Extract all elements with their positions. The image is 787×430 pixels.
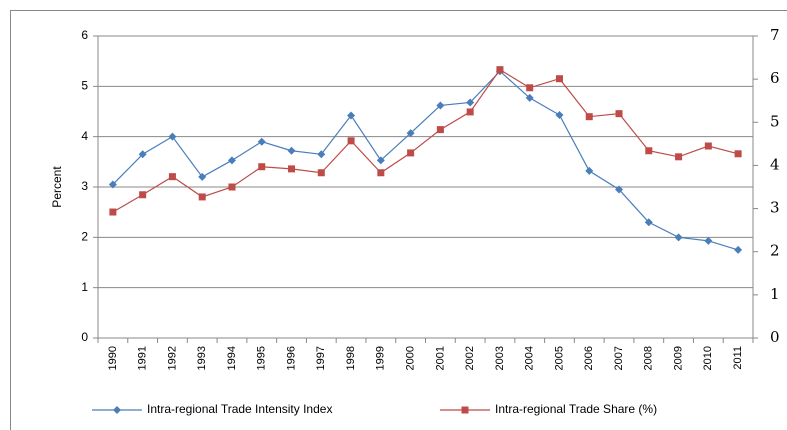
y2-tick-label: 5 <box>770 112 780 130</box>
marker <box>615 110 623 118</box>
y-tick-label: 1 <box>81 280 88 294</box>
y2-tick-label: 3 <box>770 199 780 217</box>
legend-marker <box>461 406 469 414</box>
marker <box>466 98 475 107</box>
marker <box>734 150 742 158</box>
x-tick-label: 2000 <box>405 346 417 370</box>
marker <box>436 101 445 110</box>
series-line <box>112 70 739 251</box>
x-tick-label: 2002 <box>464 346 476 370</box>
marker <box>406 129 415 138</box>
marker <box>674 233 683 242</box>
marker <box>108 180 117 189</box>
marker <box>436 126 444 134</box>
marker <box>734 245 743 254</box>
y-tick-label: 3 <box>81 179 88 193</box>
marker <box>287 146 296 155</box>
marker <box>407 149 415 157</box>
marker <box>644 218 653 227</box>
series-line <box>112 68 739 213</box>
marker <box>227 156 236 165</box>
x-tick-label: 2005 <box>553 346 565 370</box>
x-tick-label: 1995 <box>256 346 268 370</box>
y-tick-label: 0 <box>81 330 88 344</box>
marker <box>168 173 176 181</box>
chart-frame <box>10 10 787 430</box>
marker <box>168 132 177 141</box>
marker <box>198 172 207 181</box>
marker <box>645 147 653 155</box>
marker <box>198 193 206 201</box>
marker <box>675 153 683 161</box>
marker <box>138 150 147 159</box>
y2-tick-label: 6 <box>770 69 780 87</box>
x-tick-label: 2010 <box>702 346 714 370</box>
x-tick-label: 1992 <box>166 346 178 370</box>
marker <box>377 169 385 177</box>
x-tick-label: 2001 <box>434 346 446 370</box>
x-tick-label: 2007 <box>613 346 625 370</box>
y-axis-label: Percent <box>50 166 64 208</box>
marker <box>555 75 563 83</box>
y-tick-label: 6 <box>81 28 88 42</box>
marker <box>347 111 356 120</box>
legend-marker <box>113 406 121 414</box>
x-tick-label: 2006 <box>583 346 595 370</box>
x-tick-label: 1994 <box>226 346 238 370</box>
marker <box>288 165 296 173</box>
y-tick-label: 5 <box>81 79 88 93</box>
marker <box>317 150 326 159</box>
marker <box>257 137 266 146</box>
marker <box>525 93 534 102</box>
y2-tick-label: 1 <box>770 285 780 303</box>
x-tick-label: 2008 <box>643 346 655 370</box>
marker <box>258 163 266 171</box>
marker <box>585 113 593 121</box>
x-tick-label: 1990 <box>107 346 119 370</box>
x-tick-label: 1993 <box>196 346 208 370</box>
x-tick-label: 1996 <box>285 346 297 370</box>
marker <box>615 185 624 194</box>
y2-tick-label: 0 <box>770 328 780 346</box>
legend-label: Intra-regional Trade Intensity Index <box>147 402 332 416</box>
x-tick-label: 2011 <box>732 346 744 370</box>
marker <box>704 236 713 245</box>
marker <box>466 108 474 116</box>
marker <box>526 84 534 92</box>
x-tick-label: 2009 <box>672 346 684 370</box>
marker <box>228 183 236 191</box>
y-tick-label: 2 <box>81 230 88 244</box>
y2-tick-label: 4 <box>770 155 780 173</box>
x-tick-label: 1991 <box>137 346 149 370</box>
x-tick-label: 1999 <box>375 346 387 370</box>
marker <box>317 169 325 177</box>
legend-label: Intra-regional Trade Share (%) <box>495 402 657 416</box>
marker <box>585 166 594 175</box>
marker <box>347 137 355 145</box>
marker <box>139 191 147 199</box>
y-tick-label: 4 <box>81 129 88 143</box>
marker <box>555 111 564 120</box>
x-tick-label: 2003 <box>494 346 506 370</box>
y2-tick-label: 7 <box>770 26 780 44</box>
x-tick-label: 1997 <box>315 346 327 370</box>
marker <box>704 142 712 150</box>
marker <box>376 156 385 165</box>
marker <box>496 66 504 74</box>
x-tick-label: 2004 <box>524 346 536 370</box>
marker <box>109 208 117 216</box>
x-tick-label: 1998 <box>345 346 357 370</box>
y2-tick-label: 2 <box>770 242 780 260</box>
